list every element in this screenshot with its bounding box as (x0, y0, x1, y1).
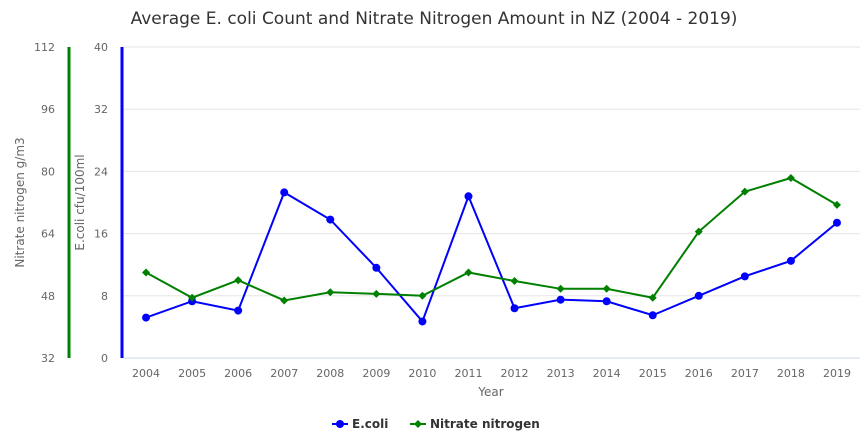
nitrate-tick-label: 96 (41, 103, 55, 116)
chart-title: Average E. coli Count and Nitrate Nitrog… (131, 9, 738, 29)
ecoli-tick-label: 32 (94, 103, 108, 116)
data-point-nitrate[interactable] (188, 293, 197, 302)
data-point-nitrate[interactable] (556, 284, 565, 293)
x-tick-label: 2017 (731, 367, 759, 380)
data-point-nitrate[interactable] (142, 268, 151, 277)
x-tick-label: 2007 (270, 367, 298, 380)
data-point-nitrate[interactable] (694, 227, 703, 236)
legend-label-nitrate: Nitrate nitrogen (430, 417, 540, 431)
nitrate-tick-label: 48 (41, 290, 55, 303)
data-point-ecoli[interactable] (234, 306, 243, 315)
nitrate-tick-label: 32 (41, 352, 55, 365)
data-point-nitrate[interactable] (234, 276, 243, 285)
x-tick-label: 2008 (316, 367, 344, 380)
grid-lines (123, 46, 860, 359)
x-tick-label: 2012 (501, 367, 529, 380)
data-point-nitrate[interactable] (326, 288, 335, 297)
data-point-ecoli[interactable] (464, 192, 473, 201)
x-tick-label: 2005 (178, 367, 206, 380)
data-point-nitrate[interactable] (648, 293, 657, 302)
data-point-nitrate[interactable] (740, 187, 749, 196)
data-point-ecoli[interactable] (326, 215, 335, 224)
data-point-ecoli[interactable] (280, 188, 289, 197)
axes: 32 48 64 80 96 112 Nitrate nitrogen g/m3 0 8 16 24… (13, 41, 860, 380)
x-axis-title: Year (477, 385, 503, 399)
x-tick-label: 2010 (408, 367, 436, 380)
data-point-ecoli[interactable] (786, 256, 795, 265)
data-point-nitrate[interactable] (280, 296, 289, 305)
series-line-nitrate (145, 176, 838, 302)
data-point-ecoli[interactable] (418, 317, 427, 326)
legend: E.coli Nitrate nitrogen (332, 417, 540, 431)
data-point-ecoli[interactable] (142, 313, 151, 322)
x-tick-label: 2013 (547, 367, 575, 380)
ecoli-tick-label: 40 (94, 41, 108, 54)
ecoli-tick-label: 16 (94, 228, 108, 241)
data-point-ecoli[interactable] (556, 295, 565, 304)
data-point-nitrate[interactable] (602, 284, 611, 293)
data-point-ecoli[interactable] (648, 311, 657, 320)
data-point-ecoli[interactable] (372, 263, 381, 272)
ecoli-tick-label: 8 (101, 290, 108, 303)
data-point-nitrate[interactable] (372, 289, 381, 298)
data-point-nitrate[interactable] (464, 268, 473, 277)
legend-item-nitrate[interactable]: Nitrate nitrogen (410, 417, 540, 431)
series-line-ecoli (145, 190, 838, 324)
data-point-nitrate[interactable] (510, 277, 519, 286)
data-point-nitrate[interactable] (418, 291, 427, 300)
x-tick-label: 2016 (685, 367, 713, 380)
ecoli-tick-label: 24 (94, 165, 108, 178)
nitrate-tick-label: 80 (41, 165, 55, 178)
data-point-ecoli[interactable] (694, 291, 703, 300)
nitrate-axis-title: Nitrate nitrogen g/m3 (13, 137, 27, 267)
nitrate-tick-label: 112 (34, 41, 55, 54)
legend-marker-ecoli (336, 420, 344, 428)
data-point-ecoli[interactable] (510, 304, 519, 313)
legend-marker-nitrate (414, 420, 422, 428)
nitrate-tick-label: 64 (41, 228, 55, 241)
x-tick-label: 2004 (132, 367, 160, 380)
data-point-ecoli[interactable] (740, 272, 749, 281)
x-tick-label: 2015 (639, 367, 667, 380)
ecoli-axis-title: E.coli cfu/100ml (73, 154, 87, 250)
data-point-ecoli[interactable] (602, 297, 611, 306)
data-point-nitrate[interactable] (832, 200, 841, 209)
data-point-ecoli[interactable] (832, 218, 841, 227)
x-tick-label: 2019 (823, 367, 851, 380)
series-layer (142, 174, 841, 326)
x-tick-label: 2018 (777, 367, 805, 380)
legend-item-ecoli[interactable]: E.coli (332, 417, 388, 431)
x-tick-label: 2006 (224, 367, 252, 380)
x-tick-label: 2014 (593, 367, 621, 380)
ecoli-tick-label: 0 (101, 352, 108, 365)
data-point-nitrate[interactable] (786, 174, 795, 183)
x-tick-label: 2011 (454, 367, 482, 380)
x-tick-label: 2009 (362, 367, 390, 380)
legend-label-ecoli: E.coli (352, 417, 388, 431)
